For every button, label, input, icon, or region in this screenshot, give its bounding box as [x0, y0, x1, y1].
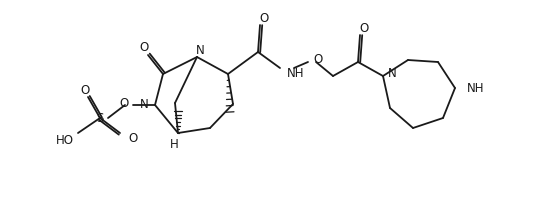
Text: S: S — [96, 111, 104, 124]
Text: O: O — [359, 21, 369, 34]
Text: O: O — [260, 12, 269, 25]
Text: HO: HO — [56, 135, 74, 147]
Text: O: O — [139, 41, 149, 54]
Text: O: O — [313, 53, 322, 66]
Text: N: N — [140, 97, 149, 110]
Text: O: O — [120, 96, 129, 110]
Text: N: N — [388, 67, 397, 80]
Text: NH: NH — [287, 67, 304, 80]
Text: O: O — [128, 131, 138, 144]
Text: H: H — [169, 138, 179, 151]
Text: N: N — [196, 43, 204, 56]
Text: NH: NH — [467, 82, 484, 95]
Text: O: O — [80, 83, 90, 96]
